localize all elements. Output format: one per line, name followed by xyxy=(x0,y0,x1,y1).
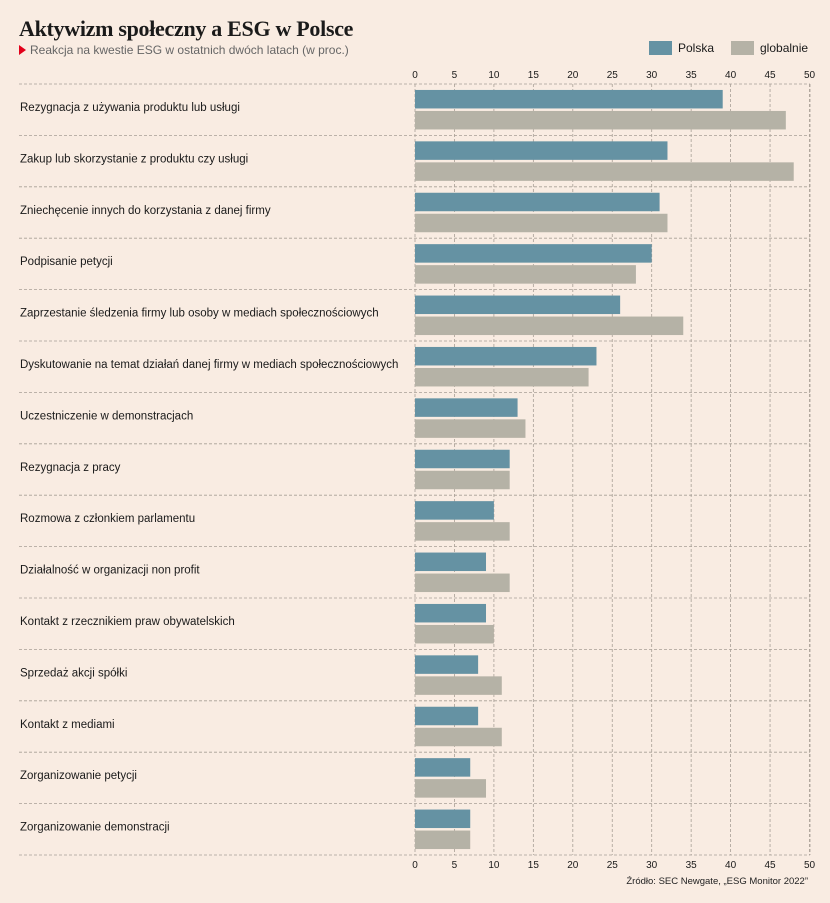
x-tick-label-bottom: 20 xyxy=(567,860,579,871)
bar-globalnie xyxy=(415,624,494,644)
category-label: Rezygnacja z pracy xyxy=(20,462,121,474)
bar-polska xyxy=(415,809,471,829)
bar-globalnie xyxy=(415,779,487,798)
legend-swatch-polska xyxy=(649,41,672,55)
bar-globalnie xyxy=(415,470,510,490)
category-label: Dyskutowanie na temat działań danej firm… xyxy=(20,359,398,371)
x-tick-label-top: 25 xyxy=(607,70,619,81)
x-tick-label-top: 50 xyxy=(804,70,816,81)
bar-globalnie xyxy=(415,110,786,130)
bar-polska xyxy=(415,501,494,520)
x-tick-label-bottom: 40 xyxy=(725,860,737,871)
x-tick-label-bottom: 10 xyxy=(488,860,500,871)
bar-polska xyxy=(415,603,487,623)
triangle-marker-icon xyxy=(19,45,26,55)
category-label: Kontakt z mediami xyxy=(20,719,115,731)
bar-polska xyxy=(415,346,597,366)
x-tick-label-top: 20 xyxy=(567,70,579,81)
bar-polska xyxy=(415,192,660,212)
x-tick-label-bottom: 30 xyxy=(646,860,658,871)
category-label: Zorganizowanie petycji xyxy=(20,770,137,782)
x-tick-label-top: 30 xyxy=(646,70,658,81)
bar-globalnie xyxy=(415,265,636,284)
legend-item-globalnie: globalnie xyxy=(731,41,808,55)
x-tick-label-bottom: 50 xyxy=(804,860,816,871)
x-tick-label-bottom: 25 xyxy=(607,860,619,871)
x-tick-label-top: 45 xyxy=(764,70,776,81)
bar-globalnie xyxy=(415,316,684,336)
x-tick-label-top: 35 xyxy=(686,70,698,81)
bar-polska xyxy=(415,244,652,263)
bar-polska xyxy=(415,552,487,572)
category-label: Uczestniczenie w demonstracjach xyxy=(20,410,193,422)
x-tick-label-top: 40 xyxy=(725,70,737,81)
category-label: Działalność w organizacji non profit xyxy=(20,565,200,577)
category-label: Sprzedaż akcji spółki xyxy=(20,667,127,679)
chart-subtitle: Reakcja na kwestie ESG w ostatnich dwóch… xyxy=(19,43,349,57)
category-label: Podpisanie petycji xyxy=(20,256,113,268)
bar-globalnie xyxy=(415,676,502,695)
category-label: Zaprzestanie śledzenia firmy lub osoby w… xyxy=(20,308,379,320)
legend-label-polska: Polska xyxy=(678,41,715,55)
legend-swatch-globalnie xyxy=(731,41,754,55)
bar-polska xyxy=(415,758,471,777)
category-label: Rezygnacja z używania produktu lub usług… xyxy=(20,102,240,114)
bar-polska xyxy=(415,398,518,417)
x-tick-label-top: 10 xyxy=(488,70,500,81)
x-tick-label-top: 0 xyxy=(412,70,418,81)
x-tick-label-top: 5 xyxy=(452,70,458,81)
category-label: Rozmowa z członkiem parlamentu xyxy=(20,513,195,525)
category-label: Kontakt z rzecznikiem praw obywatelskich xyxy=(20,616,235,628)
x-tick-label-bottom: 35 xyxy=(686,860,698,871)
bar-polska xyxy=(415,295,621,315)
bar-polska xyxy=(415,141,668,160)
chart-title: Aktywizm społeczny a ESG w Polsce xyxy=(19,16,354,41)
x-tick-label-bottom: 15 xyxy=(528,860,540,871)
bar-globalnie xyxy=(415,830,471,850)
chart-subtitle-text: Reakcja na kwestie ESG w ostatnich dwóch… xyxy=(30,43,349,57)
bar-globalnie xyxy=(415,727,502,747)
bar-globalnie xyxy=(415,162,794,181)
bar-globalnie xyxy=(415,213,668,233)
source-note: Źródło: SEC Newgate, „ESG Monitor 2022” xyxy=(626,876,808,887)
bar-globalnie xyxy=(415,367,589,387)
bar-polska xyxy=(415,89,723,109)
bar-globalnie xyxy=(415,573,510,593)
bar-polska xyxy=(415,449,510,469)
bar-polska xyxy=(415,655,479,674)
bar-globalnie xyxy=(415,419,526,438)
x-tick-label-bottom: 5 xyxy=(452,860,458,871)
category-label: Zorganizowanie demonstracji xyxy=(20,822,170,834)
x-tick-label-top: 15 xyxy=(528,70,540,81)
x-tick-label-bottom: 45 xyxy=(764,860,776,871)
category-label: Zniechęcenie innych do korzystania z dan… xyxy=(20,205,271,217)
legend-item-polska: Polska xyxy=(649,41,714,55)
bar-globalnie xyxy=(415,522,510,541)
legend-label-globalnie: globalnie xyxy=(760,41,809,55)
category-label: Zakup lub skorzystanie z produktu czy us… xyxy=(20,153,248,165)
bar-polska xyxy=(415,706,479,726)
x-tick-label-bottom: 0 xyxy=(412,860,418,871)
